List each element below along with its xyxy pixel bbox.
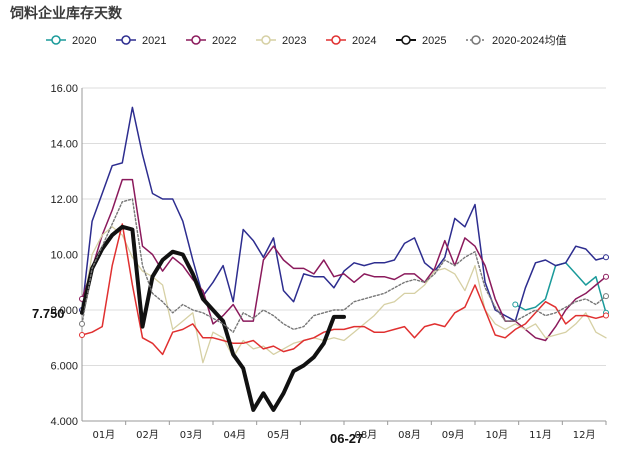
x-tick-label: 02月 — [136, 429, 159, 441]
series-point — [603, 293, 609, 300]
series-line-2022 — [81, 178, 607, 342]
series-2025 — [80, 224, 346, 412]
last-value-label: 7.750 — [32, 306, 65, 321]
legend-item-2023: 2023 — [256, 35, 306, 47]
legend-label: 2025 — [422, 35, 446, 47]
legend-swatch-marker — [401, 35, 411, 45]
series-point — [603, 273, 609, 280]
x-tick-label: 03月 — [180, 429, 203, 441]
series-point — [79, 331, 85, 338]
legend-label: 2024 — [352, 35, 376, 47]
series-point — [603, 254, 609, 261]
series-line-2020-2024均值 — [81, 198, 607, 333]
series-line-2023 — [81, 226, 607, 364]
x-tick-label: 12月 — [573, 429, 596, 441]
series-line-2024 — [81, 223, 607, 356]
series-2023 — [81, 226, 607, 364]
series-2022 — [79, 178, 609, 342]
x-tick-label: 08月 — [398, 429, 421, 441]
x-tick-label: 09月 — [442, 429, 465, 441]
legend-item-2020-2024均值: 2020-2024均值 — [466, 34, 567, 47]
series-2020 — [512, 262, 609, 316]
legend-swatch-marker — [331, 35, 341, 45]
legend-swatch-marker — [121, 35, 131, 45]
series-group — [79, 106, 609, 412]
legend-swatch-marker — [51, 35, 61, 45]
legend-swatch-marker — [191, 35, 201, 45]
y-tick-label: 16.00 — [50, 83, 78, 95]
x-tick-label: 08月 — [354, 429, 377, 441]
legend-item-2022: 2022 — [186, 35, 236, 47]
legend-label: 2023 — [282, 35, 306, 47]
series-line-2021 — [81, 106, 607, 322]
chart-title: 饲料企业库存天数 — [9, 5, 123, 22]
legend-swatch-marker — [261, 35, 271, 45]
legend-label: 2021 — [142, 35, 166, 47]
x-tick-label: 05月 — [267, 429, 290, 441]
y-tick-label: 6.000 — [50, 361, 78, 373]
y-tick-label: 10.00 — [50, 250, 78, 262]
y-tick-label: 8.000 — [50, 305, 78, 317]
legend: 2020 2021 2022 2023 2024 2025 2020-2024均值 — [46, 34, 567, 47]
legend-label: 2020-2024均值 — [492, 34, 567, 47]
axes: 4.000 6.000 8.000 10.00 12.00 14.00 16.00 01月 02… — [50, 83, 607, 441]
legend-item-2024: 2024 — [326, 35, 376, 47]
series-2021 — [79, 106, 609, 322]
y-tick-label: 12.00 — [50, 194, 78, 206]
x-tick-label: 01月 — [92, 429, 115, 441]
y-tick-label: 4.000 — [50, 416, 78, 428]
grid — [82, 87, 606, 422]
series-point — [512, 301, 519, 308]
x-tick-label: 04月 — [223, 429, 246, 441]
legend-swatch-marker — [471, 35, 481, 45]
date-label: 06-27 — [330, 431, 363, 446]
series-2024 — [79, 223, 609, 356]
series-line-2025 — [80, 224, 346, 412]
series-2020-2024均值 — [79, 198, 609, 333]
legend-label: 2022 — [212, 35, 236, 47]
legend-item-2021: 2021 — [116, 35, 166, 47]
legend-label: 2020 — [72, 35, 96, 47]
series-point — [603, 312, 609, 319]
x-tick-label: 11月 — [529, 429, 552, 441]
legend-item-2020: 2020 — [46, 35, 96, 47]
series-point — [79, 320, 85, 327]
x-tick-label: 10月 — [485, 429, 508, 441]
legend-item-2025: 2025 — [396, 35, 446, 47]
y-tick-label: 14.00 — [50, 139, 78, 151]
